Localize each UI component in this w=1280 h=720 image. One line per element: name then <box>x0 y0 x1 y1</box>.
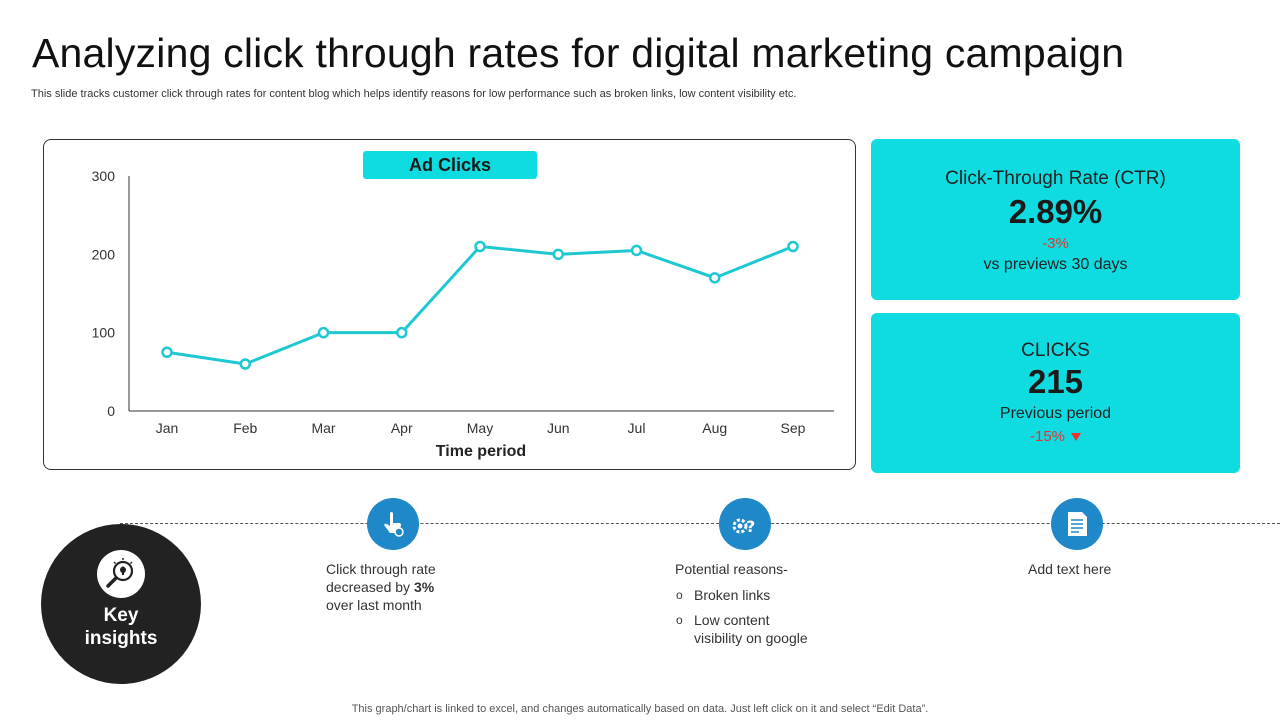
insight1-line2: decreased by 3% <box>326 578 436 596</box>
insight1-line1: Click through rate <box>326 561 436 577</box>
ctr-value: 2.89% <box>1008 193 1103 230</box>
bullet-icon: o <box>676 613 683 627</box>
y-tick-label: 200 <box>92 246 116 262</box>
x-tick-label: Feb <box>233 420 257 436</box>
data-point <box>709 272 721 284</box>
document-icon <box>1051 498 1103 550</box>
page-subtitle: This slide tracks customer click through… <box>31 88 797 100</box>
insight1-line2-prefix: decreased by <box>326 579 414 595</box>
x-tick-label: Apr <box>391 420 413 436</box>
data-point <box>396 326 408 339</box>
insight1-line3: over last month <box>326 597 422 613</box>
ad-clicks-chart[interactable]: Ad Clicks 0 100 200 300 Jan Feb Mar Apr May Jun Jul… <box>43 139 856 470</box>
data-point <box>630 244 643 257</box>
timeline-divider <box>120 523 1280 524</box>
x-tick-label: Jan <box>156 420 179 436</box>
y-tick-label: 100 <box>92 325 116 341</box>
data-point <box>787 240 799 253</box>
x-tick-label: Sep <box>781 420 806 436</box>
data-point <box>474 240 486 253</box>
down-arrow-icon <box>1071 433 1082 442</box>
data-point <box>552 248 564 261</box>
x-tick-label: Jul <box>628 420 646 436</box>
ctr-card-title: Click-Through Rate (CTR) <box>945 168 1166 189</box>
x-axis-label: Time period <box>436 443 526 460</box>
svg-text:?: ? <box>746 517 755 536</box>
page-title: Analyzing click through rates for digita… <box>32 30 1125 76</box>
data-point <box>239 358 251 370</box>
insight-reasons-heading: Potential reasons- <box>675 561 788 577</box>
clicks-card: CLICKS 215 Previous period -15% <box>871 313 1240 473</box>
click-hand-icon <box>367 498 419 550</box>
footer-note: This graph/chart is linked to excel, and… <box>351 703 929 715</box>
ctr-card: Click-Through Rate (CTR) 2.89% -3% vs pr… <box>871 139 1240 300</box>
bullet-icon: o <box>676 588 683 602</box>
reason-low-visibility: o Low content visibility on google <box>676 611 808 647</box>
ctr-note: vs previews 30 days <box>983 256 1128 273</box>
key-insights-badge: Key insights <box>41 524 201 684</box>
key-insights-line1: Key <box>103 605 139 626</box>
reason-broken-links: o Broken links <box>676 586 771 604</box>
clicks-value: 215 <box>1027 363 1084 400</box>
key-insights-label: Key insights <box>41 604 201 650</box>
x-tick-label: May <box>467 420 493 436</box>
series-line <box>166 245 794 366</box>
reason-low-visibility-line1: Low content <box>694 612 770 628</box>
reason-broken-links-text: Broken links <box>694 587 771 603</box>
x-tick-label: Mar <box>311 420 335 436</box>
clicks-change: -15% <box>1029 428 1066 445</box>
lightbulb-magnifier-icon <box>97 550 145 598</box>
reason-low-visibility-line2: visibility on google <box>694 630 808 646</box>
insight-ctr-decrease: Click through rate decreased by 3% over … <box>326 560 436 614</box>
y-tick-label: 0 <box>107 403 115 419</box>
gear-question-icon: ? <box>719 498 771 550</box>
chart-title-bg <box>363 151 537 179</box>
y-tick-label: 300 <box>92 168 116 184</box>
ctr-change: -3% <box>1042 235 1069 252</box>
insight-add-text[interactable]: Add text here <box>1028 561 1112 577</box>
chart-title: Ad Clicks <box>409 155 491 175</box>
x-tick-label: Jun <box>547 420 570 436</box>
key-insights-line2: insights <box>84 628 158 649</box>
clicks-card-title: CLICKS <box>1021 340 1090 361</box>
clicks-note: Previous period <box>999 405 1112 422</box>
data-point <box>161 346 173 358</box>
insight1-line2-bold: 3% <box>413 579 435 595</box>
clicks-change-row: -15% <box>871 428 1240 445</box>
line-chart-svg: Ad Clicks 0 100 200 300 Jan Feb Mar Apr May Jun Jul… <box>92 151 834 460</box>
x-tick-label: Aug <box>702 420 727 436</box>
data-point <box>317 326 330 339</box>
